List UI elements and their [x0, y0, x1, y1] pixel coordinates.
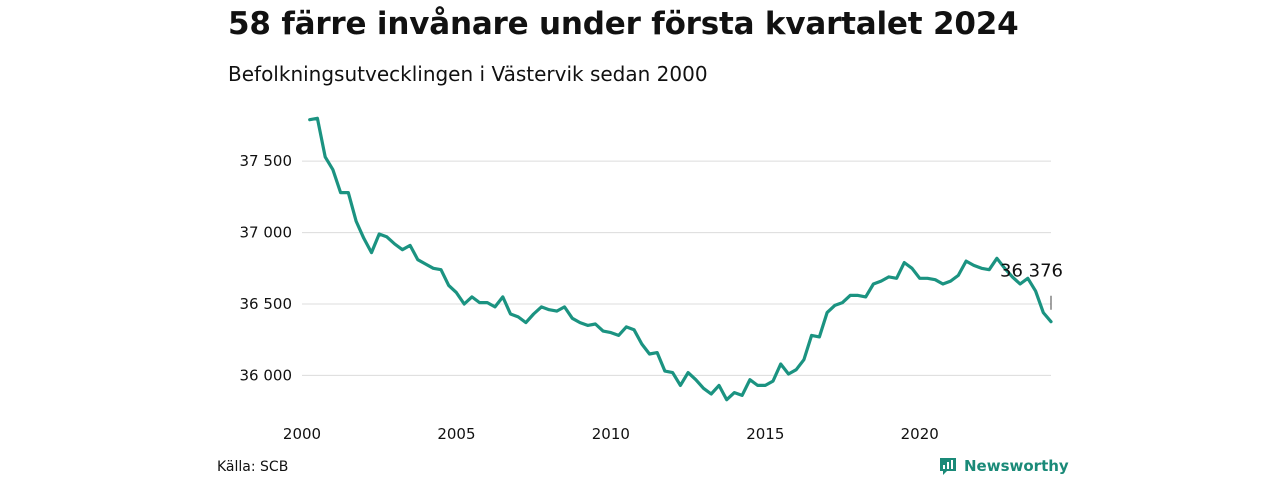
- end-annotation: 36 376: [1000, 261, 1063, 310]
- y-tick-label: 37 000: [240, 224, 293, 242]
- newsworthy-logo-icon: [940, 458, 956, 475]
- brand-logo: Newsworthy: [938, 456, 1069, 476]
- x-axis-ticks: 2000 2005 2010 2015 2020: [283, 425, 939, 443]
- grid-lines: [302, 160, 1051, 376]
- y-tick-label: 36 500: [240, 295, 293, 313]
- x-tick-label: 2015: [746, 425, 784, 443]
- series-line: [308, 116, 1053, 402]
- x-tick-label: 2010: [592, 425, 630, 443]
- y-tick-label: 37 500: [240, 152, 293, 170]
- x-tick-label: 2020: [901, 425, 939, 443]
- chart-subtitle: Befolkningsutvecklingen i Västervik seda…: [228, 62, 708, 86]
- brand-name: Newsworthy: [964, 457, 1069, 475]
- y-axis-ticks: 36 000 36 500 37 000 37 500: [240, 152, 293, 384]
- x-tick-label: 2000: [283, 425, 321, 443]
- y-tick-label: 36 000: [240, 366, 293, 384]
- source-note: Källa: SCB: [217, 459, 289, 475]
- x-tick-label: 2005: [437, 425, 475, 443]
- series-lines: [308, 116, 1053, 402]
- chart-title: 58 färre invånare under första kvartalet…: [228, 6, 1019, 42]
- end-value-label: 36 376: [1000, 261, 1063, 282]
